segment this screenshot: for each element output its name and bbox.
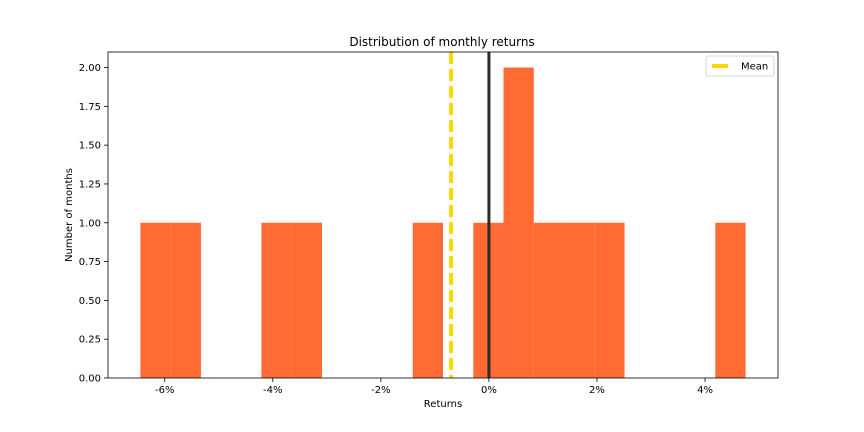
x-tick-label: -2% [371, 385, 390, 396]
histogram-bar [412, 222, 443, 378]
histogram-bar [594, 222, 625, 378]
x-axis-label: Returns [424, 399, 462, 410]
bars-group [140, 67, 746, 379]
y-axis-ticks: 0.00 0.25 0.50 0.75 1.00 1.25 1.50 1.75 2.00 [79, 63, 108, 385]
legend-mean-label: Mean [741, 62, 768, 73]
legend-box [705, 55, 775, 77]
y-tick-label: 2.00 [79, 63, 101, 74]
histogram-bar [261, 222, 292, 378]
legend: Mean [705, 55, 775, 77]
x-tick-label: -6% [155, 385, 174, 396]
x-axis-ticks: -6% -4% -2% 0% 2% 4% [155, 378, 713, 396]
x-tick-label: -4% [263, 385, 282, 396]
chart-title: Distribution of monthly returns [349, 35, 534, 49]
histogram-bar [291, 222, 322, 378]
x-tick-label: 0% [481, 385, 497, 396]
histogram-bar [140, 222, 171, 378]
x-tick-label: 4% [697, 385, 713, 396]
y-tick-label: 0.25 [79, 335, 101, 346]
histogram-bar [503, 67, 534, 379]
reference-lines-group [449, 52, 491, 378]
y-tick-label: 1.25 [79, 179, 101, 190]
y-tick-label: 1.75 [79, 102, 101, 113]
histogram-bar [564, 222, 595, 378]
y-tick-label: 0.75 [79, 257, 101, 268]
plot-area-frame [107, 51, 779, 379]
histogram-bar [533, 222, 565, 378]
histogram-bar [715, 222, 746, 378]
histogram-bar [170, 222, 201, 378]
y-tick-label: 0.00 [79, 374, 101, 385]
y-tick-label: 1.00 [79, 218, 101, 229]
y-tick-label: 0.50 [79, 296, 101, 307]
x-tick-label: 2% [589, 385, 605, 396]
y-axis-label: Number of months [64, 168, 75, 262]
y-tick-label: 1.50 [79, 141, 101, 152]
